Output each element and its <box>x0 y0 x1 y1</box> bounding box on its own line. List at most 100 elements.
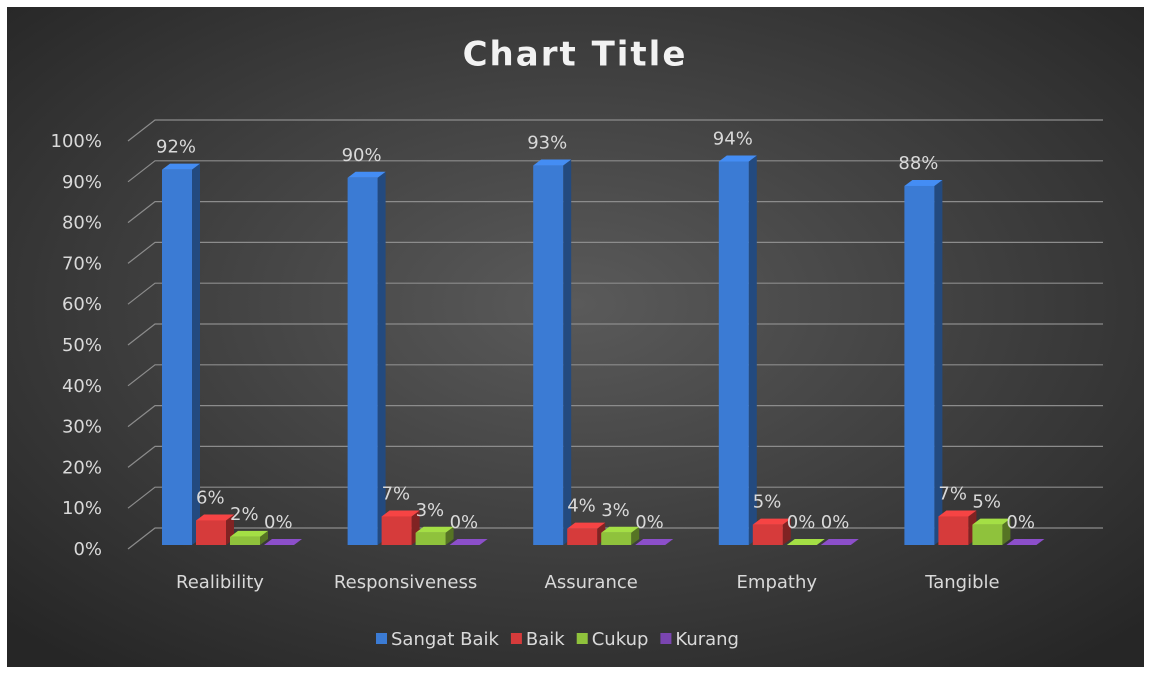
value-label: 7% <box>382 483 411 504</box>
bar-top <box>415 526 454 533</box>
bar-top <box>533 159 572 166</box>
chart-title: Chart Title <box>463 35 688 75</box>
bar-top <box>718 155 757 162</box>
bar-front <box>567 528 598 545</box>
bar-top <box>786 539 825 545</box>
bar-side <box>260 530 268 545</box>
legend-label: Cukup <box>592 629 649 650</box>
value-label: 93% <box>527 133 567 154</box>
bar <box>381 510 420 545</box>
bar-side <box>563 159 572 545</box>
bar-top <box>264 539 302 545</box>
bar-front <box>381 516 412 545</box>
x-tick-label: Assurance <box>545 572 638 593</box>
value-label: 6% <box>196 488 225 509</box>
value-label: 0% <box>787 512 816 533</box>
grid-line <box>127 405 1103 428</box>
y-tick-label: 80% <box>62 213 102 234</box>
legend-swatch <box>376 633 387 644</box>
grid-line <box>127 241 1103 264</box>
bar-top <box>162 163 200 170</box>
grid-line <box>127 160 1103 183</box>
grid-line <box>127 364 1103 387</box>
y-tick-label: 50% <box>62 335 102 356</box>
bar <box>601 526 640 545</box>
value-label: 0% <box>635 512 664 533</box>
y-tick-label: 20% <box>62 457 102 478</box>
grid-line <box>127 201 1103 224</box>
y-tick-label: 40% <box>62 376 102 397</box>
grid-line <box>127 119 1103 142</box>
y-tick-label: 10% <box>62 498 102 519</box>
bar-top <box>904 179 943 186</box>
bar <box>449 539 488 546</box>
bar <box>718 155 757 546</box>
value-label: 5% <box>753 492 782 513</box>
value-label: 94% <box>713 128 753 149</box>
bar-top <box>972 518 1011 525</box>
bar <box>820 539 859 546</box>
bar-top <box>601 526 640 533</box>
bar <box>264 539 302 546</box>
bar <box>415 526 454 545</box>
bar <box>1006 539 1045 546</box>
value-label: 0% <box>450 512 479 533</box>
bar-top <box>752 518 791 525</box>
bar-side <box>782 518 791 545</box>
bar <box>904 179 943 545</box>
grid-line <box>127 323 1103 346</box>
bar-side <box>1002 518 1011 545</box>
y-tick-label: 60% <box>62 294 102 315</box>
x-tick-label: Responsiveness <box>334 572 477 593</box>
value-label: 7% <box>938 483 967 504</box>
value-label: 90% <box>342 145 382 166</box>
value-label: 92% <box>156 137 196 158</box>
bar-side <box>445 526 454 545</box>
bar-front <box>347 177 378 546</box>
bar-front <box>938 516 969 545</box>
value-label: 5% <box>972 492 1001 513</box>
bar <box>230 530 268 545</box>
bar-top <box>820 539 859 545</box>
bar-top <box>567 522 606 529</box>
value-label: 0% <box>264 512 293 533</box>
bar-front <box>972 524 1003 545</box>
bar <box>533 159 572 545</box>
value-label: 0% <box>1006 512 1035 533</box>
bar-top <box>230 530 268 537</box>
legend-label: Baik <box>526 629 565 650</box>
y-tick-label: 100% <box>51 131 102 152</box>
bar-top <box>938 510 977 517</box>
bar-front <box>533 165 564 545</box>
bar <box>938 510 977 545</box>
bar <box>196 514 234 545</box>
legend-swatch <box>576 633 588 644</box>
legend-label: Sangat Baik <box>391 629 499 650</box>
bar-side <box>748 155 757 546</box>
bar-front <box>196 520 226 545</box>
y-tick-label: 30% <box>62 417 102 438</box>
bar <box>635 539 674 546</box>
grid-line <box>127 282 1103 305</box>
bar-front <box>601 532 632 545</box>
bar-front <box>230 536 260 545</box>
bar <box>786 539 825 546</box>
value-label: 0% <box>821 512 850 533</box>
bar-front <box>415 532 446 545</box>
bar-top <box>449 539 488 545</box>
bar-side <box>934 179 943 545</box>
bar-front <box>162 169 192 545</box>
value-label: 2% <box>230 504 259 525</box>
bar-front <box>752 524 783 545</box>
bar-front <box>718 161 749 546</box>
y-tick-label: 0% <box>73 539 102 560</box>
value-label: 3% <box>601 500 630 521</box>
y-tick-label: 70% <box>62 253 102 274</box>
bar-top <box>635 539 674 545</box>
bar <box>347 171 386 546</box>
bar <box>567 522 606 545</box>
bar <box>972 518 1011 545</box>
grid-line <box>127 445 1103 468</box>
bar-side <box>377 171 386 546</box>
